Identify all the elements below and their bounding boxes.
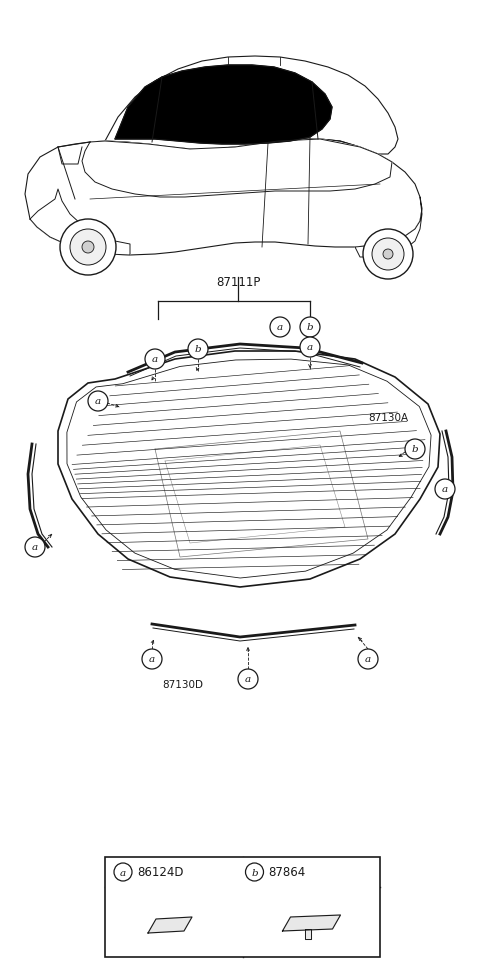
Text: a: a bbox=[120, 868, 126, 876]
Circle shape bbox=[300, 338, 320, 358]
Bar bbox=[105, 857, 380, 957]
Text: b: b bbox=[251, 868, 258, 876]
Text: a: a bbox=[442, 485, 448, 494]
Text: 87130A: 87130A bbox=[368, 412, 408, 423]
Text: b: b bbox=[195, 345, 201, 354]
Text: a: a bbox=[149, 655, 155, 663]
Text: a: a bbox=[277, 323, 283, 332]
Polygon shape bbox=[82, 140, 392, 197]
Polygon shape bbox=[304, 929, 311, 939]
Text: a: a bbox=[32, 543, 38, 552]
Circle shape bbox=[435, 480, 455, 499]
Text: 87111P: 87111P bbox=[216, 276, 260, 288]
Circle shape bbox=[142, 650, 162, 669]
Circle shape bbox=[70, 230, 106, 266]
Polygon shape bbox=[30, 190, 130, 256]
Polygon shape bbox=[105, 57, 398, 154]
Text: b: b bbox=[307, 323, 313, 332]
Text: 87130D: 87130D bbox=[162, 679, 203, 690]
Text: a: a bbox=[307, 343, 313, 352]
Circle shape bbox=[270, 318, 290, 338]
Text: a: a bbox=[152, 355, 158, 364]
Circle shape bbox=[358, 650, 378, 669]
Circle shape bbox=[25, 537, 45, 558]
Text: a: a bbox=[95, 397, 101, 406]
Polygon shape bbox=[115, 65, 332, 145]
Text: 87864: 87864 bbox=[268, 866, 306, 878]
Polygon shape bbox=[58, 352, 440, 587]
Circle shape bbox=[114, 863, 132, 881]
Polygon shape bbox=[148, 917, 192, 933]
Circle shape bbox=[145, 350, 165, 369]
Circle shape bbox=[60, 220, 116, 276]
Circle shape bbox=[245, 863, 264, 881]
Circle shape bbox=[363, 230, 413, 279]
Circle shape bbox=[82, 241, 94, 254]
Text: a: a bbox=[245, 675, 251, 684]
Circle shape bbox=[238, 669, 258, 690]
Polygon shape bbox=[283, 915, 340, 931]
Text: a: a bbox=[365, 655, 371, 663]
Circle shape bbox=[188, 340, 208, 360]
Circle shape bbox=[372, 238, 404, 271]
Circle shape bbox=[300, 318, 320, 338]
Circle shape bbox=[88, 392, 108, 411]
Circle shape bbox=[405, 440, 425, 459]
Polygon shape bbox=[355, 197, 422, 258]
Circle shape bbox=[383, 250, 393, 260]
Text: 86124D: 86124D bbox=[137, 866, 183, 878]
Text: b: b bbox=[412, 446, 418, 454]
